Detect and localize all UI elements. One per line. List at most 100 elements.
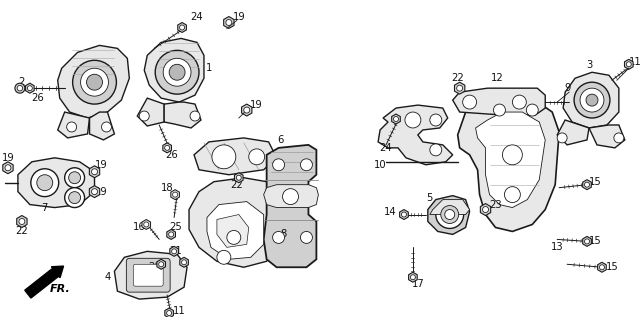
Circle shape	[430, 144, 442, 156]
Circle shape	[600, 265, 604, 270]
Circle shape	[463, 95, 477, 109]
Text: 15: 15	[589, 236, 602, 246]
Circle shape	[31, 169, 59, 197]
Circle shape	[586, 94, 598, 106]
Circle shape	[394, 116, 399, 121]
Circle shape	[68, 192, 81, 204]
Polygon shape	[481, 204, 491, 216]
Circle shape	[236, 175, 241, 180]
Polygon shape	[58, 112, 90, 138]
Circle shape	[244, 107, 250, 113]
Circle shape	[164, 145, 170, 150]
Circle shape	[67, 122, 77, 132]
Circle shape	[300, 159, 312, 171]
Polygon shape	[142, 219, 150, 230]
Circle shape	[457, 85, 463, 91]
Polygon shape	[90, 112, 115, 140]
Circle shape	[226, 19, 232, 25]
Circle shape	[436, 201, 463, 228]
Polygon shape	[582, 236, 591, 246]
Polygon shape	[180, 257, 188, 267]
Circle shape	[493, 104, 506, 116]
Text: 6: 6	[277, 135, 284, 145]
Circle shape	[172, 249, 177, 254]
Circle shape	[5, 165, 11, 171]
Text: 26: 26	[31, 93, 44, 103]
Polygon shape	[625, 59, 633, 69]
Polygon shape	[399, 210, 408, 219]
Circle shape	[614, 133, 624, 143]
Text: 4: 4	[104, 272, 111, 282]
Polygon shape	[90, 166, 100, 178]
Polygon shape	[557, 120, 589, 145]
Polygon shape	[454, 82, 465, 94]
Polygon shape	[138, 98, 164, 126]
Polygon shape	[207, 202, 264, 259]
Polygon shape	[452, 88, 545, 115]
Text: 15: 15	[605, 262, 618, 272]
Polygon shape	[264, 145, 316, 267]
Text: FR.: FR.	[50, 284, 70, 294]
Text: 2: 2	[19, 77, 25, 87]
Circle shape	[430, 114, 442, 126]
Polygon shape	[428, 196, 470, 234]
Circle shape	[410, 275, 415, 280]
Text: 3: 3	[586, 60, 592, 70]
Circle shape	[273, 159, 285, 171]
Text: 22: 22	[451, 73, 464, 83]
Polygon shape	[115, 251, 187, 299]
Polygon shape	[217, 215, 249, 247]
Circle shape	[37, 175, 52, 191]
Circle shape	[173, 192, 177, 197]
Circle shape	[441, 205, 459, 224]
Text: 10: 10	[374, 160, 387, 170]
Circle shape	[526, 104, 538, 116]
Polygon shape	[163, 143, 172, 153]
Circle shape	[627, 62, 631, 67]
Polygon shape	[264, 185, 318, 208]
Polygon shape	[171, 190, 179, 200]
Polygon shape	[378, 105, 452, 165]
Circle shape	[65, 168, 84, 188]
Text: 11: 11	[173, 306, 186, 316]
Circle shape	[504, 187, 520, 203]
FancyBboxPatch shape	[126, 258, 170, 292]
Circle shape	[557, 133, 567, 143]
Text: 16: 16	[133, 223, 146, 232]
Circle shape	[28, 86, 33, 91]
Circle shape	[405, 112, 421, 128]
Circle shape	[227, 231, 241, 244]
Polygon shape	[189, 178, 276, 267]
Circle shape	[166, 311, 172, 315]
Text: 20: 20	[148, 262, 161, 272]
Polygon shape	[194, 138, 276, 175]
Text: 19: 19	[1, 153, 14, 163]
Circle shape	[68, 172, 81, 184]
Polygon shape	[178, 23, 186, 32]
Text: 7: 7	[42, 203, 48, 212]
FancyArrow shape	[25, 266, 63, 298]
Polygon shape	[26, 83, 34, 93]
Polygon shape	[167, 230, 175, 239]
Polygon shape	[164, 102, 201, 128]
Polygon shape	[458, 95, 559, 232]
Polygon shape	[90, 186, 100, 197]
Text: 17: 17	[412, 279, 424, 289]
Polygon shape	[3, 162, 13, 174]
Circle shape	[401, 212, 406, 217]
Polygon shape	[392, 114, 400, 124]
Polygon shape	[144, 38, 204, 102]
Polygon shape	[589, 125, 625, 148]
Text: 24: 24	[380, 143, 392, 153]
Text: 21: 21	[170, 246, 182, 256]
Polygon shape	[17, 216, 27, 227]
Circle shape	[190, 111, 200, 121]
Circle shape	[283, 189, 298, 204]
Circle shape	[502, 145, 522, 165]
Text: 18: 18	[161, 183, 173, 193]
Text: 8: 8	[280, 229, 287, 239]
Text: 9: 9	[564, 83, 570, 93]
Circle shape	[445, 210, 454, 219]
Circle shape	[169, 232, 173, 237]
Text: 23: 23	[489, 200, 502, 210]
